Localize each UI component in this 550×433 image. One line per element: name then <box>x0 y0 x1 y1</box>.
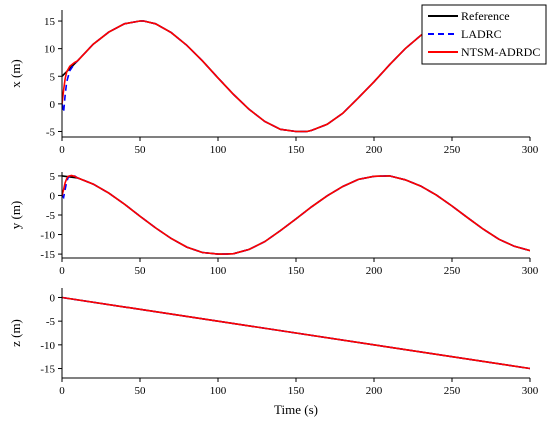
plot-z: 0 50 100 150 200 250 300 -15 -10 -5 0 z (m) Time (s) <box>8 288 539 417</box>
x-tick-label-x: 50 <box>135 144 147 156</box>
y-tick-label-x: 15 <box>44 16 56 28</box>
y-tick-label-y: 5 <box>50 171 56 183</box>
x-tick-label-y: 250 <box>444 265 461 277</box>
y-tick-label-y: 0 <box>50 190 56 202</box>
x-tick-label-z: 0 <box>59 385 65 397</box>
y-axis-label-x: x (m) <box>8 59 23 88</box>
x-tick-label-z: 200 <box>366 385 383 397</box>
x-tick-label-y: 150 <box>288 265 305 277</box>
x-tick-label-x: 0 <box>59 144 65 156</box>
y-axis-label-z: z (m) <box>8 319 23 347</box>
y-tick-label-x: -5 <box>46 126 56 138</box>
series-ntsm-adrdc-line-y <box>62 174 530 255</box>
x-tick-label-x: 200 <box>366 144 383 156</box>
legend-label-ladrc: LADRC <box>461 27 502 41</box>
x-tick-label-y: 100 <box>210 265 227 277</box>
x-tick-label-y: 0 <box>59 265 65 277</box>
legend: Reference LADRC NTSM-ADRDC <box>421 4 547 65</box>
y-tick-label-z: -5 <box>46 316 56 328</box>
y-tick-label-y: -10 <box>40 230 55 242</box>
x-tick-label-x: 100 <box>210 144 227 156</box>
y-tick-label-x: 10 <box>44 44 56 56</box>
series-reference-line-y <box>62 175 530 255</box>
x-tick-label-x: 150 <box>288 144 305 156</box>
legend-label-ntsm-adrdc: NTSM-ADRDC <box>461 45 540 59</box>
y-axis-label-y: y (m) <box>8 201 23 230</box>
y-tick-label-z: -10 <box>40 340 55 352</box>
x-tick-label-y: 200 <box>366 265 383 277</box>
series-ladrc-line-y <box>62 174 530 255</box>
plot-y: 0 50 100 150 200 250 300 -15 -10 -5 0 5 y (m) <box>8 171 539 277</box>
x-tick-label-y: 50 <box>135 265 147 277</box>
x-tick-label-x: 250 <box>444 144 461 156</box>
x-tick-label-y: 300 <box>522 265 539 277</box>
x-tick-label-x: 300 <box>522 144 539 156</box>
y-tick-label-y: -5 <box>46 210 56 222</box>
legend-label-reference: Reference <box>461 9 510 23</box>
y-tick-label-y: -15 <box>40 249 55 261</box>
x-tick-label-z: 150 <box>288 385 305 397</box>
x-tick-label-z: 100 <box>210 385 227 397</box>
series-ntsm-adrdc-line-z <box>62 296 530 370</box>
x-tick-label-z: 50 <box>135 385 147 397</box>
y-tick-label-z: 0 <box>50 292 56 304</box>
x-tick-label-z: 300 <box>522 385 539 397</box>
y-tick-label-x: 0 <box>50 99 56 111</box>
x-tick-label-z: 250 <box>444 385 461 397</box>
y-tick-label-x: 5 <box>50 71 56 83</box>
x-axis-label-z: Time (s) <box>274 402 318 417</box>
y-tick-label-z: -15 <box>40 364 55 376</box>
